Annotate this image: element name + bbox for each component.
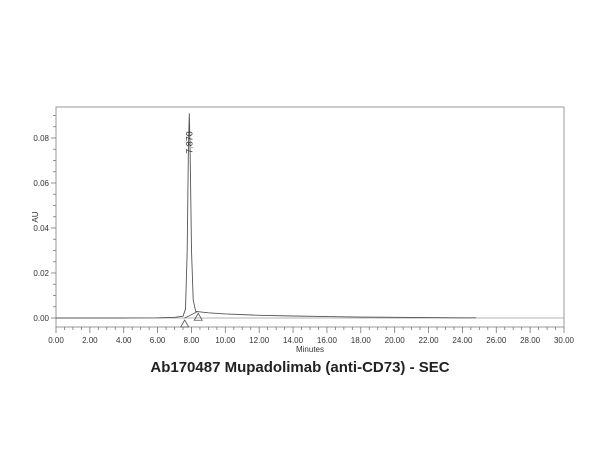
x-tick-label: 30.00 (554, 336, 575, 345)
x-tick-label: 26.00 (486, 336, 507, 345)
y-tick-label: 0.04 (33, 224, 49, 233)
x-tick-label: 10.00 (215, 336, 236, 345)
y-axis: 0.00 0.02 0.04 0.06 0.08 (33, 115, 56, 323)
peak-annotations: 7.870 (180, 131, 203, 328)
chart-title: Ab170487 Mupadolimab (anti-CD73) - SEC (150, 359, 450, 376)
x-tick-label: 28.00 (520, 336, 541, 345)
x-tick-label: 18.00 (351, 336, 372, 345)
x-tick-label: 0.00 (48, 336, 64, 345)
x-tick-label: 2.00 (82, 336, 98, 345)
x-tick-label: 12.00 (249, 336, 270, 345)
x-axis-title: Minutes (296, 345, 324, 354)
chromatogram-trace (56, 113, 476, 319)
x-axis: 0.00 2.00 4.00 6.00 8.00 10.00 12.00 14.00 16.00… (48, 327, 575, 345)
x-tick-label: 4.00 (116, 336, 132, 345)
integration-baseline (184, 310, 199, 319)
y-tick-label: 0.02 (33, 269, 49, 278)
peak-retention-label: 7.870 (184, 131, 194, 154)
x-tick-label: 14.00 (283, 336, 304, 345)
x-tick-label: 24.00 (452, 336, 473, 345)
y-tick-label: 0.08 (33, 134, 49, 143)
integration-marker-icon (180, 319, 190, 328)
y-tick-label: 0.00 (33, 314, 49, 323)
x-tick-label: 20.00 (385, 336, 406, 345)
x-tick-label: 8.00 (184, 336, 200, 345)
x-tick-label: 16.00 (317, 336, 338, 345)
integration-marker-icon (193, 312, 203, 321)
y-tick-label: 0.06 (33, 179, 49, 188)
x-tick-label: 22.00 (419, 336, 440, 345)
plot-frame (55, 106, 565, 328)
x-tick-label: 6.00 (150, 336, 166, 345)
y-axis-title: AU (31, 211, 40, 222)
